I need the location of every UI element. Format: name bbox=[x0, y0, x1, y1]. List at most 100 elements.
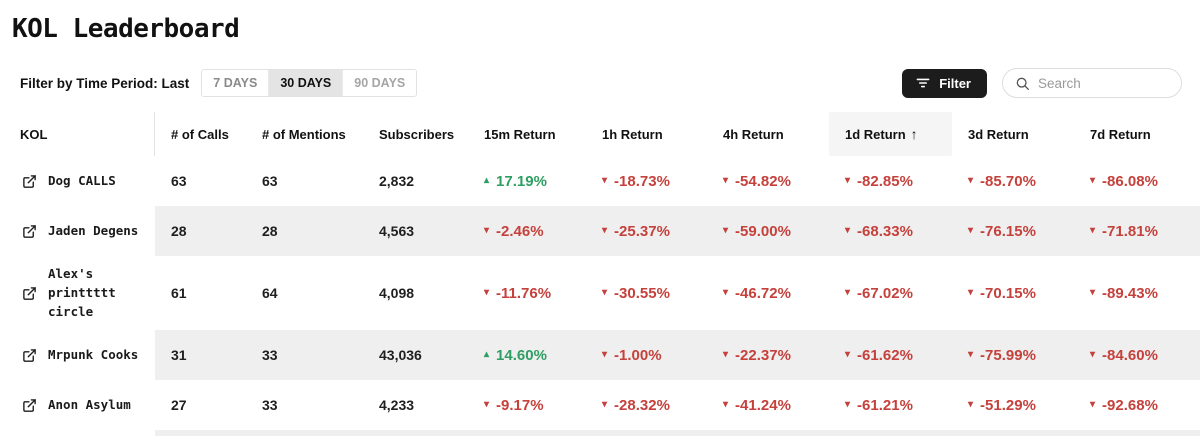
right-controls: Filter bbox=[902, 68, 1182, 98]
trend-arrow-icon bbox=[968, 288, 973, 298]
mentions-cell: 63 bbox=[262, 173, 278, 189]
return-4h-cell: -22.37% bbox=[707, 330, 829, 381]
trend-arrow-icon bbox=[484, 400, 489, 410]
return-value: -76.15% bbox=[980, 222, 1036, 240]
return-7d-cell: -92.68% bbox=[1074, 380, 1200, 430]
return-1d-cell: -67.02% bbox=[829, 256, 952, 330]
mentions-cell: 64 bbox=[262, 285, 278, 302]
trend-arrow-icon bbox=[484, 350, 489, 360]
filter-button-label: Filter bbox=[939, 75, 971, 91]
column-header-3d-return[interactable]: 3d Return bbox=[968, 126, 1029, 142]
trend-arrow-icon bbox=[484, 226, 489, 236]
return-value: -30.55% bbox=[614, 284, 670, 302]
trend-arrow-icon bbox=[723, 400, 728, 410]
trend-arrow-icon bbox=[484, 288, 489, 298]
table-row: Jaden Degens 28 28 4,563 -2.46% -25.37% … bbox=[0, 206, 1200, 256]
period-90-days-button[interactable]: 90 DAYS bbox=[342, 70, 417, 96]
calls-cell: 61 bbox=[171, 285, 187, 302]
kol-name: Anon Asylum bbox=[48, 396, 131, 412]
period-7-days-button[interactable]: 7 DAYS bbox=[202, 70, 269, 96]
trend-arrow-icon bbox=[968, 350, 973, 360]
trend-arrow-icon bbox=[845, 350, 850, 360]
return-value: 14.60% bbox=[496, 346, 547, 364]
column-header-7d-return[interactable]: 7d Return bbox=[1090, 126, 1151, 142]
column-header-calls[interactable]: # of Calls bbox=[171, 126, 229, 142]
external-link-icon[interactable] bbox=[22, 224, 37, 239]
return-7d-cell: -86.08% bbox=[1074, 156, 1200, 206]
column-header-15m-return[interactable]: 15m Return bbox=[484, 126, 556, 142]
sort-ascending-icon: ↑ bbox=[910, 126, 918, 142]
kol-name: Jaden Degens bbox=[48, 222, 139, 238]
return-4h-cell: -54.82% bbox=[707, 156, 829, 206]
return-value: -67.02% bbox=[857, 284, 913, 302]
period-30-days-button[interactable]: 30 DAYS bbox=[268, 70, 343, 96]
subscribers-cell: 2,832 bbox=[379, 173, 415, 189]
return-3d-cell: -51.29% bbox=[952, 380, 1074, 430]
trend-arrow-icon bbox=[723, 226, 728, 236]
return-3d-cell: -70.15% bbox=[952, 256, 1074, 330]
return-value: -89.43% bbox=[1102, 284, 1158, 302]
external-link-icon[interactable] bbox=[22, 348, 37, 363]
trend-arrow-icon bbox=[1090, 288, 1095, 298]
trend-arrow-icon bbox=[723, 288, 728, 298]
external-link-icon[interactable] bbox=[22, 174, 37, 189]
trend-arrow-icon bbox=[602, 288, 607, 298]
kol-cell bbox=[0, 430, 155, 436]
subscribers-cell: 4,563 bbox=[363, 206, 468, 256]
time-period-label: Filter by Time Period: Last bbox=[20, 75, 190, 91]
return-value: -28.32% bbox=[614, 396, 670, 414]
column-header-subscribers[interactable]: Subscribers bbox=[379, 126, 455, 142]
trend-arrow-icon bbox=[845, 176, 850, 186]
subscribers-cell: 43,036 bbox=[363, 330, 468, 381]
trend-arrow-icon bbox=[1090, 176, 1095, 186]
kol-cell: Jaden Degens bbox=[0, 206, 155, 256]
kol-cell: Alex's printtttt circle bbox=[0, 256, 155, 330]
return-15m-cell: -2.46% bbox=[468, 206, 586, 256]
return-3d-cell: -76.15% bbox=[952, 206, 1074, 256]
controls-bar: Filter by Time Period: Last 7 DAYS 30 DA… bbox=[20, 68, 1182, 98]
return-15m-cell: -11.76% bbox=[468, 256, 586, 330]
return-4h-cell: -59.00% bbox=[707, 206, 829, 256]
return-1d-cell: -61.21% bbox=[829, 380, 952, 430]
return-value: -46.72% bbox=[735, 284, 791, 302]
mentions-cell: 33 bbox=[246, 330, 363, 381]
kol-name: Dog CALLS bbox=[48, 172, 116, 188]
mentions-cell: 33 bbox=[262, 397, 278, 414]
table-row: Mrpunk Cooks 31 33 43,036 14.60% -1.00% … bbox=[0, 330, 1200, 381]
search-box bbox=[1002, 68, 1182, 98]
trend-arrow-icon bbox=[845, 226, 850, 236]
external-link-icon[interactable] bbox=[22, 286, 37, 301]
column-header-1d-return[interactable]: 1d Return ↑ bbox=[829, 112, 952, 156]
filter-button[interactable]: Filter bbox=[902, 68, 987, 98]
column-header-4h-return[interactable]: 4h Return bbox=[723, 126, 784, 142]
trend-arrow-icon bbox=[968, 400, 973, 410]
return-value: -25.37% bbox=[614, 222, 670, 240]
external-link-icon[interactable] bbox=[22, 398, 37, 413]
return-1h-cell: -1.00% bbox=[586, 330, 707, 381]
return-value: -11.76% bbox=[496, 284, 552, 302]
return-value: -82.85% bbox=[857, 172, 913, 190]
return-15m-cell: 14.60% bbox=[468, 330, 586, 381]
return-value: -51.29% bbox=[980, 396, 1036, 414]
kol-name: Mrpunk Cooks bbox=[48, 346, 139, 362]
trend-arrow-icon bbox=[723, 176, 728, 186]
table-row: Alex's printtttt circle 61 64 4,098 -11.… bbox=[0, 256, 1200, 330]
table-row: Dog CALLS 63 63 2,832 17.19% -18.73% -54… bbox=[0, 156, 1200, 206]
trend-arrow-icon bbox=[602, 226, 607, 236]
table-row-partial bbox=[0, 430, 1200, 436]
kol-name: Alex's printtttt circle bbox=[48, 266, 116, 319]
return-1h-cell: -25.37% bbox=[586, 206, 707, 256]
trend-arrow-icon bbox=[723, 350, 728, 360]
return-value: -41.24% bbox=[735, 396, 791, 414]
column-header-mentions[interactable]: # of Mentions bbox=[262, 126, 346, 142]
column-header-kol[interactable]: KOL bbox=[0, 112, 155, 156]
return-1d-cell: -61.62% bbox=[829, 330, 952, 381]
column-header-1h-return[interactable]: 1h Return bbox=[602, 126, 663, 142]
search-input[interactable] bbox=[1038, 75, 1158, 91]
return-1d-cell: -82.85% bbox=[829, 156, 952, 206]
trend-arrow-icon bbox=[968, 176, 973, 186]
return-7d-cell: -84.60% bbox=[1074, 330, 1200, 381]
calls-cell: 28 bbox=[155, 206, 246, 256]
search-icon bbox=[1015, 76, 1030, 91]
